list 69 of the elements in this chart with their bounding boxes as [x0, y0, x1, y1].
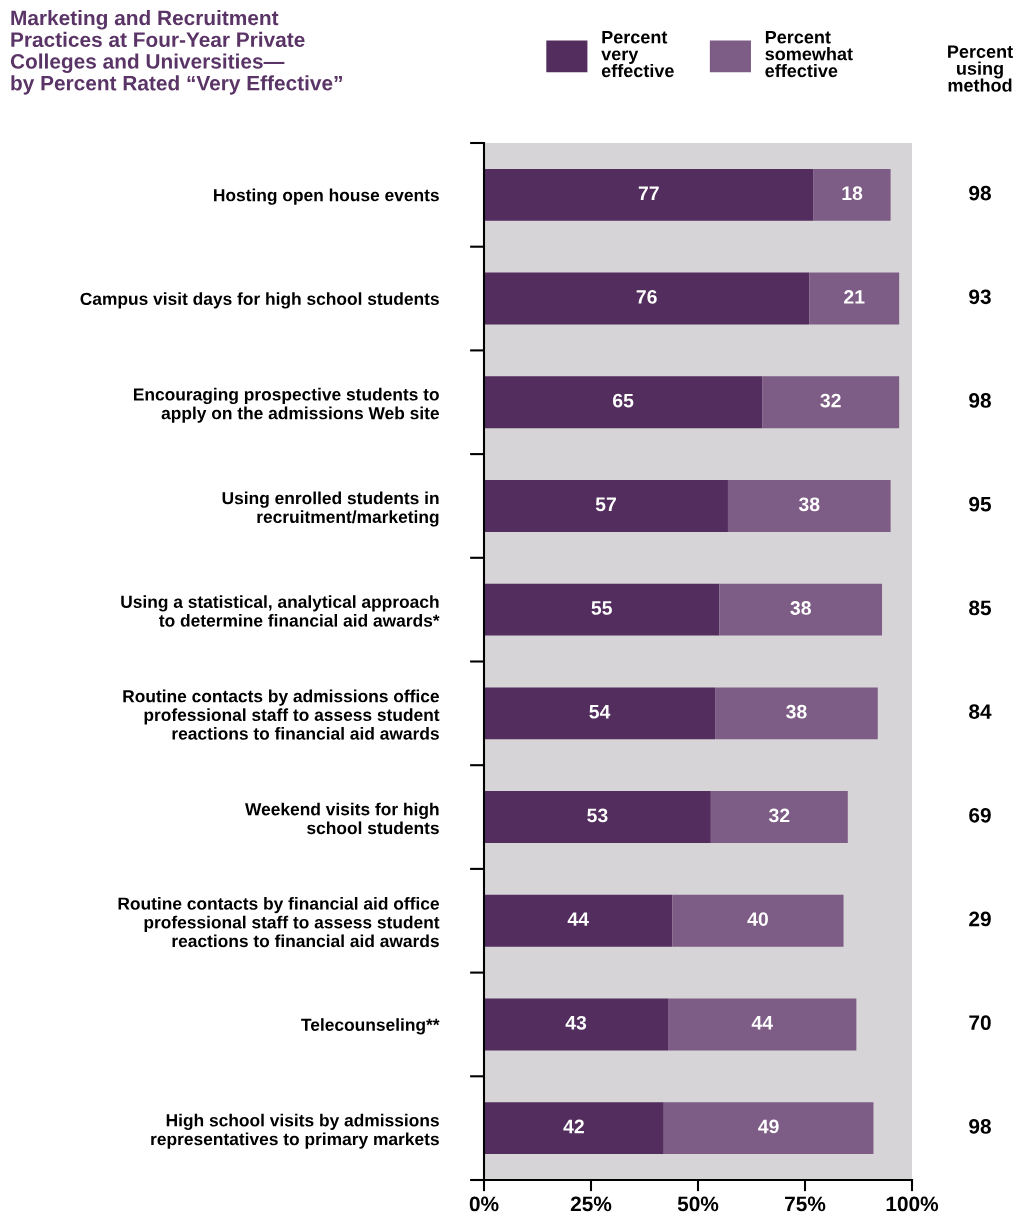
- data-label: 38: [798, 497, 820, 512]
- text: 84: [969, 704, 992, 719]
- data-label: 76: [636, 290, 657, 304]
- y-tick-label: Campus visit days for high school students: [80, 292, 439, 309]
- data-label: 44: [567, 912, 589, 926]
- data-label: 32: [820, 393, 841, 408]
- y-tick-label: High school visits by admissions representatives to primary markets: [151, 1113, 439, 1149]
- data-label: 38: [790, 601, 811, 615]
- bar: [668, 998, 857, 1051]
- text: 70: [969, 1015, 991, 1031]
- text: 29: [969, 911, 991, 927]
- bar: [484, 376, 763, 429]
- legend-label: Percent somewhat effective: [765, 30, 853, 78]
- data-label: 57: [595, 497, 616, 512]
- bar: [727, 480, 891, 532]
- bar: [484, 998, 669, 1051]
- data-label: 53: [587, 808, 608, 823]
- text: 95: [969, 496, 992, 512]
- data-label: 40: [747, 912, 768, 926]
- text: 69: [969, 807, 991, 823]
- y-tick-label: Routine contacts by financial aid office professional staff to assess student reactions to financial aid awards: [118, 897, 440, 948]
- data-label: 77: [638, 186, 659, 200]
- bar: [809, 272, 900, 325]
- x-tick-label: 75%: [785, 1196, 826, 1212]
- bar: [762, 376, 900, 429]
- y-tick-label: Telecounseling**: [301, 1018, 440, 1035]
- bar: [484, 894, 673, 947]
- bar: [484, 1102, 664, 1155]
- data-label: 54: [589, 705, 611, 719]
- data-label: 21: [844, 290, 865, 304]
- bar: [672, 894, 844, 947]
- data-label: 44: [751, 1016, 773, 1030]
- y-tick-label: Routine contacts by admissions office professional staff to assess student reactions to financial aid awards: [123, 689, 440, 740]
- y-tick-label: Weekend visits for high school students: [245, 802, 439, 835]
- x-tick-label: 0%: [469, 1196, 499, 1212]
- data-label: 55: [591, 601, 612, 615]
- x-tick-label: 50%: [677, 1196, 719, 1212]
- bar: [484, 583, 720, 636]
- text: 98: [969, 1118, 991, 1134]
- text: 85: [969, 600, 992, 616]
- data-label: 38: [786, 704, 807, 719]
- y-tick-label: Using enrolled students in recruitment/marketing: [222, 491, 439, 527]
- bar: [484, 791, 711, 843]
- y-tick-label: Hosting open house events: [214, 188, 439, 205]
- bar: [715, 687, 878, 740]
- data-label: 42: [563, 1119, 584, 1134]
- text: 93: [969, 289, 991, 305]
- bar: [719, 583, 883, 636]
- bar: [710, 791, 848, 843]
- data-label: 18: [842, 186, 863, 201]
- bar: [484, 168, 814, 221]
- text: Marketing and Recruitment Practices at Four-Year Private Colleges and Universities— by Percent Rated “Very Effective”: [10, 10, 342, 95]
- x-tick-label: 100%: [886, 1196, 939, 1212]
- text: Percent using method: [948, 45, 1013, 92]
- data-label: 49: [758, 1119, 779, 1134]
- bar: [663, 1102, 874, 1155]
- bar: [484, 272, 810, 325]
- bar: [484, 480, 728, 532]
- y-tick-label: Encouraging prospective students to apply on the admissions Web site: [133, 387, 439, 423]
- text: 98: [969, 393, 991, 408]
- x-tick-label: 25%: [570, 1196, 612, 1212]
- data-label: 32: [768, 808, 790, 823]
- bar: [484, 687, 716, 740]
- legend-label: Percent very effective: [601, 30, 674, 78]
- data-label: 43: [565, 1015, 587, 1030]
- text: 98: [969, 185, 991, 201]
- y-tick-label: Using a statistical, analytical approach to determine financial aid awards*: [121, 595, 440, 627]
- bar: [813, 168, 891, 221]
- data-label: 65: [613, 393, 634, 408]
